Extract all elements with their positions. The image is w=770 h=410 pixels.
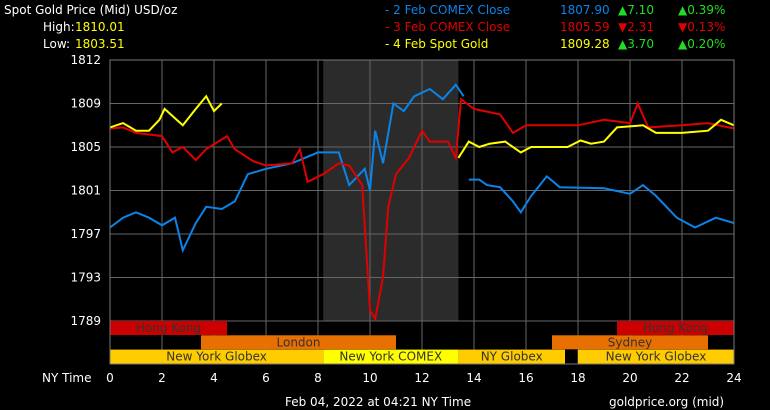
y-tick-label: 1801 <box>70 184 101 198</box>
legend-price: 1805.59 <box>560 20 610 34</box>
session-label: London <box>277 335 321 349</box>
session-bar <box>617 321 734 335</box>
y-tick-label: 1789 <box>70 314 101 328</box>
legend-price: 1807.90 <box>560 3 610 17</box>
session-label: New York COMEX <box>339 350 442 364</box>
session-label: Hong Kong <box>643 321 708 335</box>
x-tick-label: 2 <box>158 371 166 385</box>
x-tick-label: 18 <box>570 371 585 385</box>
plot-frame <box>109 59 735 365</box>
session-bar <box>458 349 565 364</box>
session-bar <box>110 349 324 364</box>
x-tick-label: 16 <box>518 371 533 385</box>
x-tick-label: 12 <box>414 371 429 385</box>
session-bar <box>201 335 396 350</box>
session-label: Hong Kong <box>136 321 201 335</box>
session-label: New York Globex <box>606 350 707 364</box>
session-bar <box>578 349 734 364</box>
session-bar <box>323 349 459 364</box>
price-series-line <box>468 174 735 229</box>
x-axis-label: NY Time <box>42 371 92 385</box>
y-tick-label: 1793 <box>70 271 101 285</box>
legend-label: - 4 Feb Spot Gold <box>385 37 488 51</box>
legend-percent: ▲0.20% <box>678 37 725 51</box>
legend-percent: ▲0.39% <box>678 3 725 17</box>
low-label: Low: <box>43 37 70 51</box>
x-tick-label: 20 <box>622 371 637 385</box>
legend-change: ▲3.70 <box>618 37 654 51</box>
legend-change: ▼2.31 <box>618 20 654 34</box>
chart-title: Spot Gold Price (Mid) USD/oz <box>4 3 177 17</box>
y-tick-label: 1809 <box>70 97 101 111</box>
x-tick-label: 22 <box>674 371 689 385</box>
session-label: New York Globex <box>166 350 267 364</box>
price-series-line <box>109 97 735 322</box>
y-tick-label: 1812 <box>70 53 101 67</box>
low-value: 1803.51 <box>75 37 125 51</box>
price-series-line <box>109 83 465 254</box>
y-tick-label: 1805 <box>70 140 101 154</box>
x-tick-label: 0 <box>106 371 114 385</box>
x-tick-label: 8 <box>314 371 322 385</box>
session-label: NY Globex <box>481 350 543 364</box>
x-tick-label: 6 <box>262 371 270 385</box>
x-tick-label: 24 <box>726 371 741 385</box>
source-label: goldprice.org (mid) <box>609 395 724 409</box>
legend-price: 1809.28 <box>560 37 610 51</box>
x-tick-label: 10 <box>362 371 377 385</box>
x-tick-label: 4 <box>210 371 218 385</box>
timestamp: Feb 04, 2022 at 04:21 NY Time <box>285 395 471 409</box>
session-label: Sydney <box>608 335 652 349</box>
high-value: 1810.01 <box>75 20 125 34</box>
legend-label: - 2 Feb COMEX Close <box>385 3 510 17</box>
y-tick-label: 1797 <box>70 227 101 241</box>
legend-change: ▲7.10 <box>618 3 654 17</box>
legend-percent: ▼0.13% <box>678 20 725 34</box>
high-label: High: <box>43 20 75 34</box>
session-bar <box>110 321 227 335</box>
session-bar <box>552 335 708 350</box>
legend-label: - 3 Feb COMEX Close <box>385 20 510 34</box>
price-series-line <box>457 118 735 159</box>
x-tick-label: 14 <box>466 371 481 385</box>
price-series-line <box>109 94 223 132</box>
